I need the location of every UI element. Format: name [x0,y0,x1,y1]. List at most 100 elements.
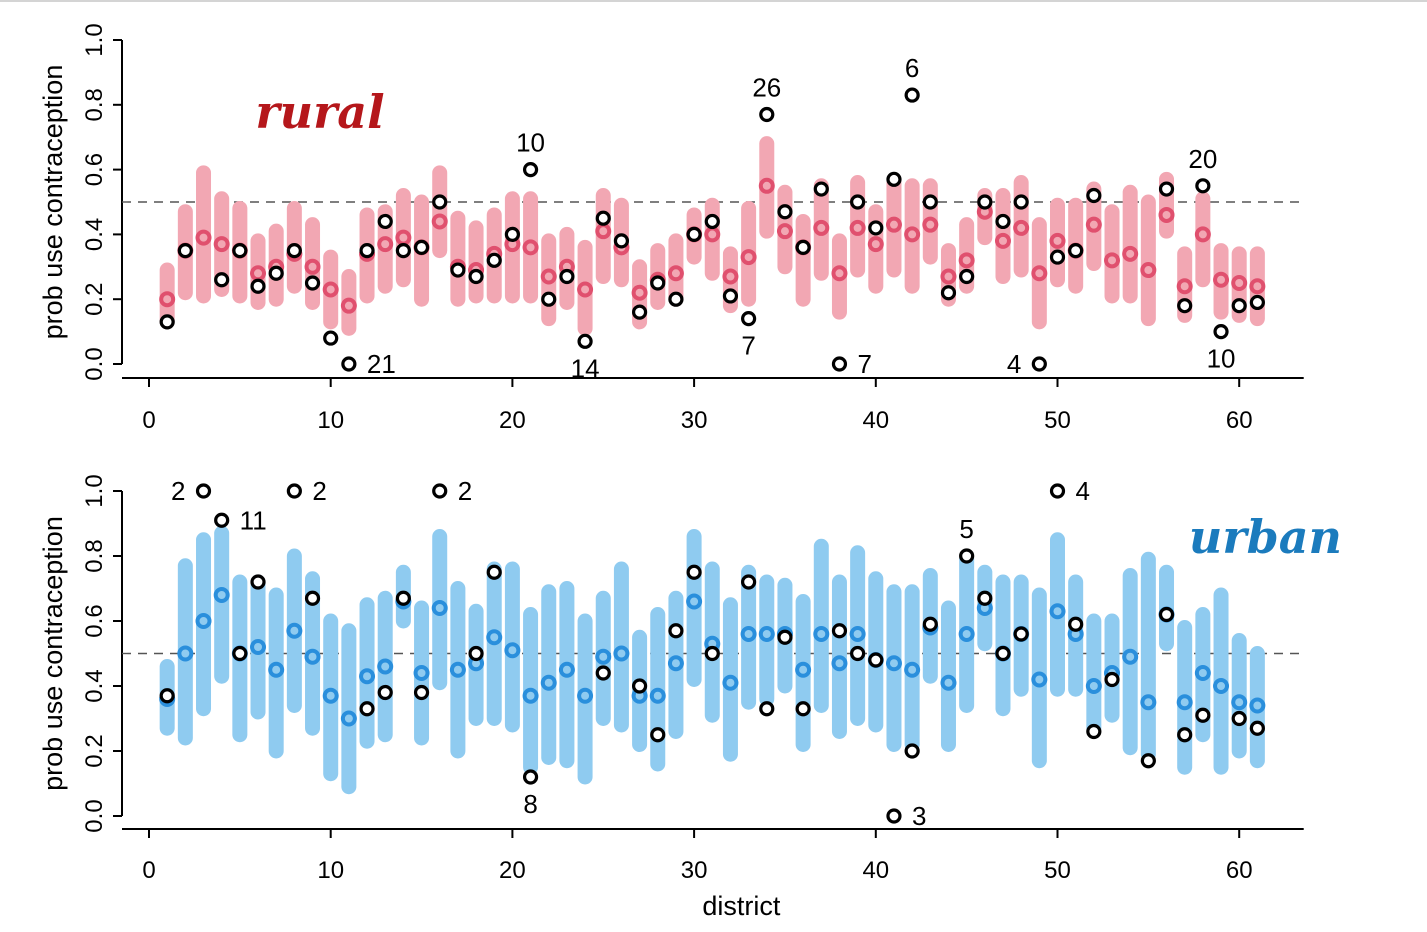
rural-observed-point [795,239,811,255]
rural-estimate-point [1231,275,1248,291]
urban-observed-point [486,564,502,580]
urban-observed-point [631,678,648,694]
rural-y-tick-label: 1.0 [81,23,108,56]
urban-y-tick-label: 0.6 [81,604,108,637]
rural-observed-point [1158,181,1175,197]
rural-observed-point [1213,324,1229,340]
rural-observed-point [759,106,775,123]
urban-x-tick-label: 20 [499,857,526,884]
urban-y-axis-title: prob use contraception [38,516,68,791]
urban-observed-point [468,645,484,662]
urban-observed-point [650,727,666,743]
urban-observed-point [1195,707,1211,723]
urban-estimate-point [1085,678,1102,694]
urban-observed-point [195,483,212,499]
urban-y-tick-label: 0.4 [81,669,108,702]
rural-y-axis-title: prob use contraception [38,65,68,340]
urban-y-tick-label: 0.2 [81,734,108,767]
rural-estimate-point [1213,271,1230,288]
urban-observed-point [1158,606,1175,623]
rural-observed-point [977,194,993,210]
urban-observed-point [395,590,411,606]
urban-y-tick-label: 0.0 [81,799,108,832]
rural-observed-point [1049,249,1066,265]
urban-estimate-point [377,658,394,675]
rural-observed-point [522,162,539,178]
rural-observed-point [1068,243,1084,259]
urban-estimate-point [322,687,339,704]
urban-estimate-point [359,668,376,685]
rural-x-tick-label: 30 [681,407,708,434]
urban-estimate-point [286,622,303,639]
rural-sample-size-label: 4 [1007,349,1021,379]
rural-x-tick-label: 40 [862,407,889,434]
urban-observed-point [795,701,811,717]
rural-observed-point [1249,294,1265,311]
rural-x-tick-label: 50 [1044,407,1071,434]
rural-estimate-point [1013,219,1030,236]
urban-x-tick-label: 50 [1044,857,1071,884]
rural-observed-point [214,272,230,288]
rural-observed-point [777,204,793,220]
rural-observed-point [486,252,502,268]
urban-observed-point [904,743,920,759]
rural-sample-size-label: 21 [367,349,396,379]
rural-observed-point [323,330,339,346]
urban-estimate-point [268,661,285,678]
rural-observed-point [904,87,920,103]
rural-sample-size-label: 6 [905,53,919,83]
rural-estimate-point [577,281,594,298]
urban-panel: 0 10 20 30 40 50 60 0.0 0.2 0.4 0.6 0.8 1.0 prob use … [38,474,1342,921]
rural-estimate-point [722,268,739,285]
rural-estimate-point [758,177,775,194]
urban-observed-point [1013,626,1029,642]
urban-observed-point [995,645,1011,662]
urban-sample-size-label: 11 [240,505,267,535]
rural-estimate-point [922,216,939,233]
rural-observed-point [395,243,411,259]
urban-estimate-point [758,626,775,642]
urban-estimate-point [1213,678,1230,694]
rural-y-tick-label: 0.0 [81,347,108,380]
urban-x-tick-label: 0 [142,857,155,884]
urban-observed-point [304,590,321,606]
urban-estimate-point [722,674,739,691]
rural-sample-size-label: 7 [857,349,871,379]
rural-panel: 0 10 20 30 40 50 60 0.0 0.2 0.4 0.6 0.8 1.0 prob use … [38,23,1304,434]
urban-estimate-point [1176,694,1193,711]
rural-x-tick-label: 0 [142,407,155,434]
urban-observed-point [959,548,975,564]
urban-estimate-point [195,613,212,629]
urban-y-tick-label: 0.8 [81,539,108,572]
rural-estimate-point [322,281,339,298]
urban-y-tick-label: 1.0 [81,474,108,507]
rural-observed-point [250,278,266,294]
rural-estimate-point [522,239,539,256]
rural-observed-point [268,265,284,281]
urban-estimate-point [177,645,194,662]
rural-estimate-point [631,284,648,301]
rural-sample-size-label: 10 [1207,344,1236,374]
urban-estimate-point [649,687,666,704]
urban-sample-size-label: 2 [171,476,185,506]
urban-estimate-point [340,710,357,727]
rural-estimate-point [1104,252,1121,269]
urban-estimate-point [667,655,684,672]
rural-observed-point [868,220,884,236]
urban-panel-label: urban [1189,510,1342,564]
rural-observed-point [631,304,648,320]
rural-estimate-point [740,249,757,266]
rural-estimate-point [1085,216,1102,233]
urban-estimate-point [849,626,866,642]
rural-observed-point [559,268,575,285]
rural-estimate-point [1158,206,1175,223]
rural-y-tick-label: 0.2 [81,283,108,316]
urban-estimate-point [449,661,466,678]
rural-sample-size-label: 7 [741,331,755,361]
urban-estimate-point [413,665,430,681]
urban-observed-point [159,688,175,704]
rural-estimate-point [1176,278,1193,295]
urban-observed-point [1249,720,1265,736]
urban-estimate-point [577,687,594,704]
urban-estimate-point [831,655,848,672]
